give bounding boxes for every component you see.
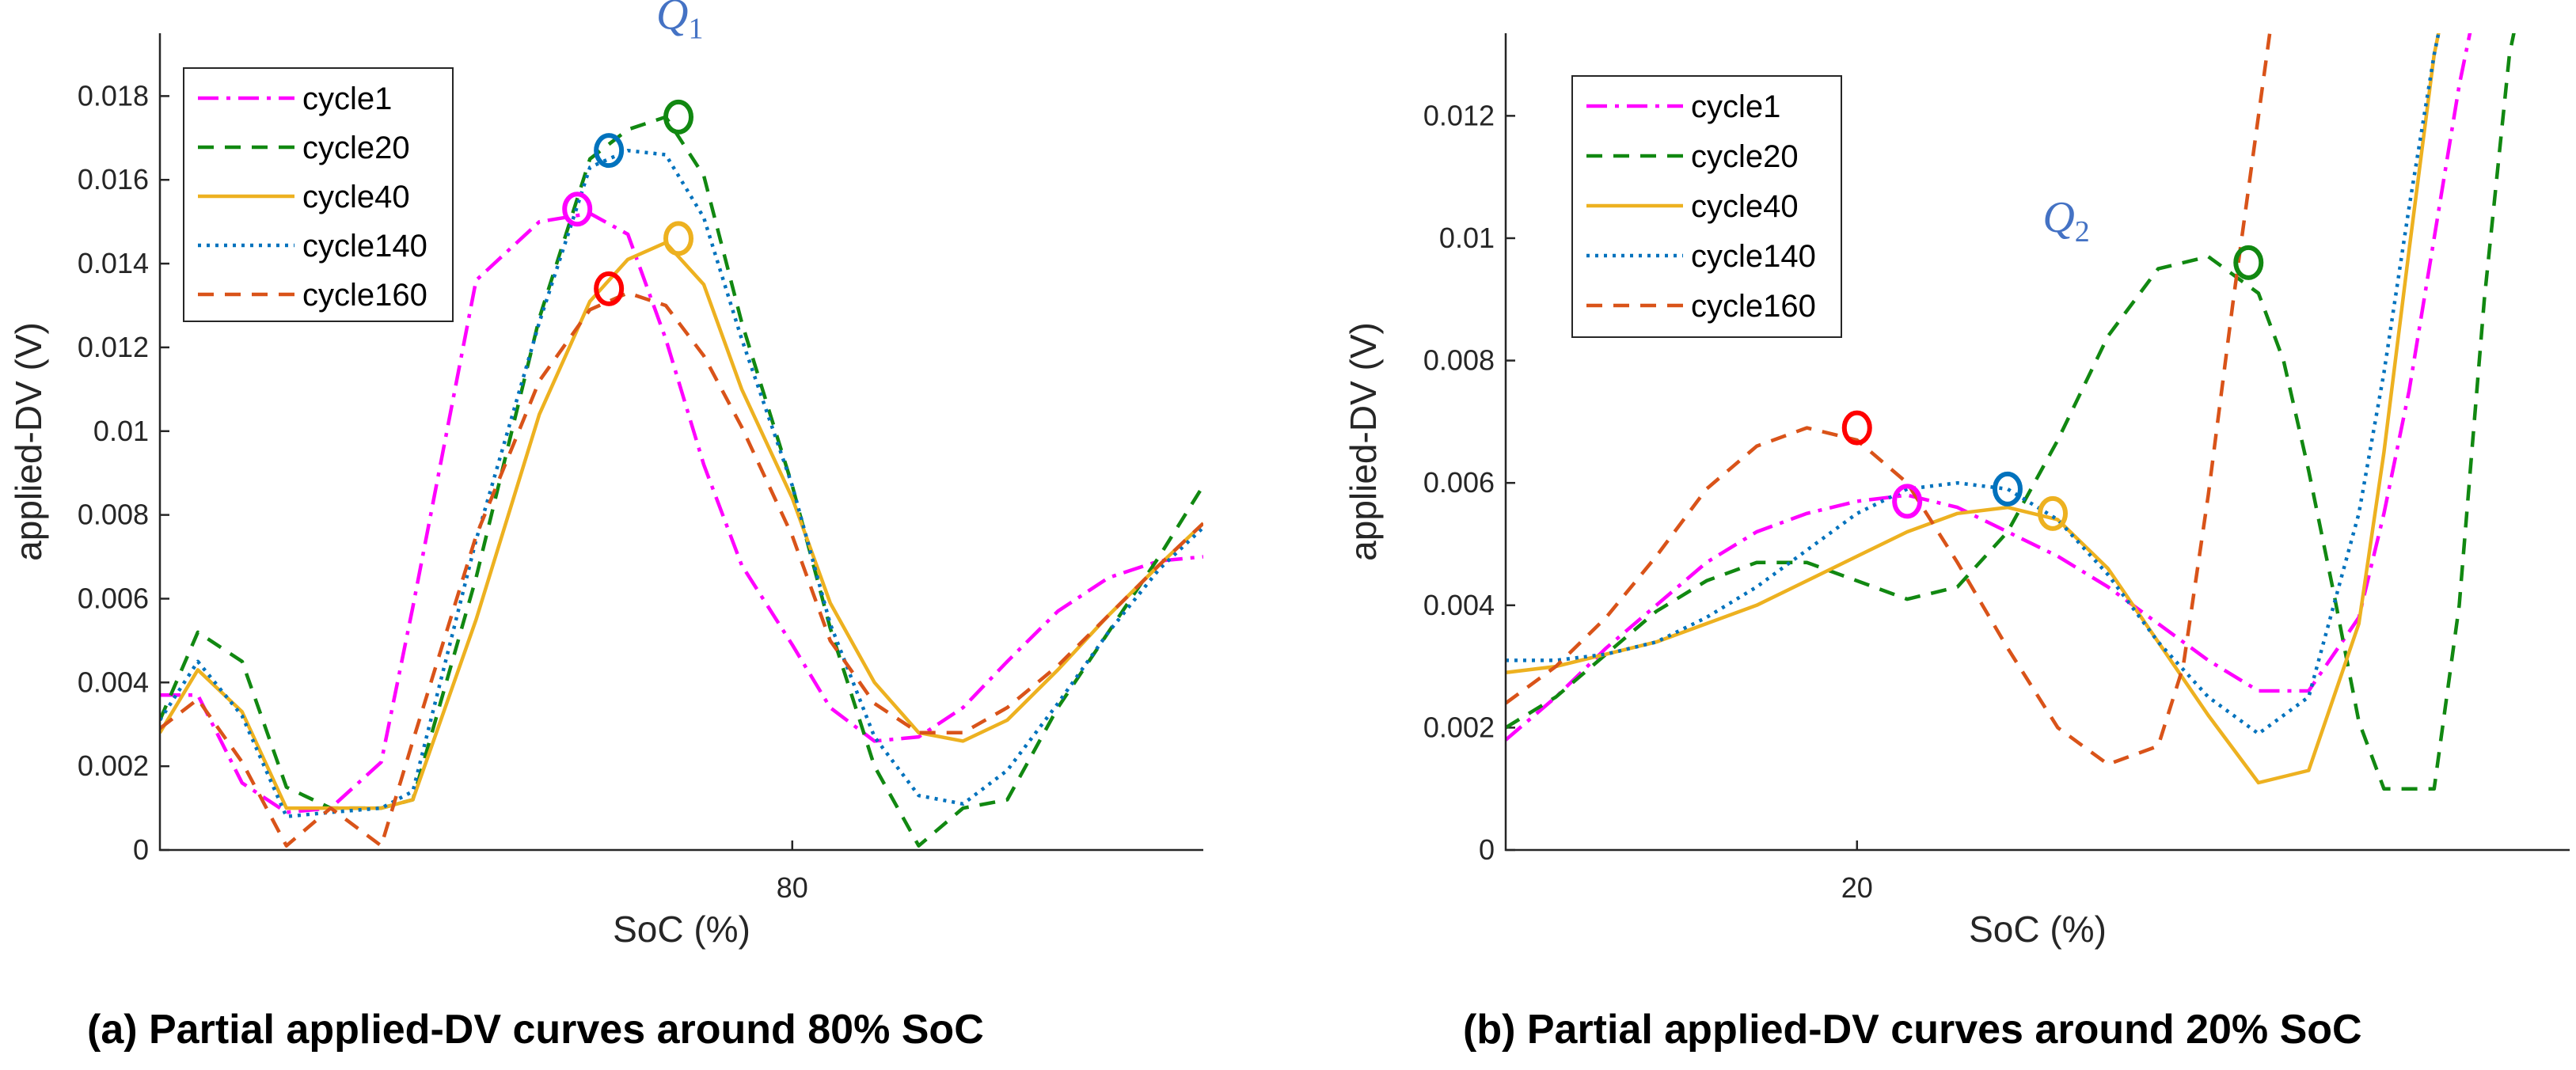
- panel-a-peak-marker-cycle1: [562, 192, 593, 227]
- panel-b-y-axis-label: applied-DV (V): [1343, 322, 1384, 561]
- panel-b-x-axis-label: SoC (%): [1969, 909, 2107, 950]
- panel-a-legend-label-cycle160: cycle160: [302, 278, 427, 313]
- panel-b-peak-label: Q2: [2042, 193, 2089, 249]
- panel-b-y-tick-label: 0.006: [1423, 466, 1495, 499]
- panel-b-series-cycle1: [1506, 33, 2472, 742]
- panel-a-legend-label-cycle40: cycle40: [302, 180, 410, 214]
- panel-a-peak-marker-cycle140: [594, 133, 625, 169]
- panel-a-y-axis-label: applied-DV (V): [8, 322, 49, 561]
- panel-b-series-cycle20: [1506, 33, 2516, 791]
- panel-a-legend-label-cycle1: cycle1: [302, 82, 392, 116]
- panel-b-peak-label-main: Q: [2042, 193, 2074, 242]
- panel-a-y-tick-label: 0.004: [78, 666, 149, 698]
- panel-a-y-tick-label: 0: [133, 833, 149, 866]
- panel-b-legend-label-cycle1: cycle1: [1691, 89, 1780, 124]
- panel-a-y-tick-label: 0.008: [78, 499, 149, 531]
- panel-b-caption: (b) Partial applied-DV curves around 20%…: [1463, 1007, 2362, 1053]
- panel-b-peak-marker-cycle140: [1992, 471, 2023, 507]
- panel-a-y-tick-label: 0.014: [78, 247, 149, 279]
- panel-b-series-cycle160: [1506, 33, 2272, 767]
- panel-b-y-tick-label: 0.002: [1423, 711, 1495, 743]
- panel-b-axes: [1504, 33, 2570, 852]
- panel-b-legend-label-cycle140: cycle140: [1691, 239, 1816, 274]
- panel-b-legend-label-cycle20: cycle20: [1691, 139, 1799, 174]
- panel-a-peak-label-main: Q: [656, 0, 688, 40]
- panel-a-x-axis-label: SoC (%): [613, 909, 750, 950]
- panel-a-peak-marker-cycle160: [594, 271, 625, 306]
- panel-a-peak-label: Q1: [656, 0, 703, 46]
- panel-a-peak-label-sub: 1: [689, 13, 704, 46]
- panel-b-legend-label-cycle160: cycle160: [1691, 289, 1816, 324]
- panel-b-peak-marker-cycle40: [2038, 495, 2069, 531]
- panel-a-y-tick-label: 0.016: [78, 163, 149, 195]
- panel-b-peak-marker-cycle160: [1841, 410, 1872, 446]
- panel-a-peak-marker-cycle20: [663, 99, 694, 135]
- panel-b-legend: cycle1 cycle20 cycle40 cycle140 cycle160: [1571, 75, 1842, 338]
- panel-a-peak-marker-cycle40: [663, 221, 694, 256]
- panel-b-y-tick-label: 0.008: [1423, 344, 1495, 377]
- panel-a-x-tick-label: 80: [777, 871, 808, 904]
- panel-b-peak-marker-cycle20: [2233, 245, 2264, 280]
- panel-b-series-cycle40: [1506, 33, 2441, 785]
- panel-a-series-cycle160: [160, 290, 1203, 848]
- panel-a-axes: [158, 33, 1203, 852]
- panel-b-y-tick-label: 0.004: [1423, 589, 1495, 621]
- panel-b-y-tick-label: 0: [1479, 833, 1495, 866]
- panel-a-series-cycle40: [160, 241, 1203, 810]
- panel-b-peak-marker-cycle1: [1892, 484, 1923, 519]
- panel-a-y-tick-label: 0.018: [78, 79, 149, 112]
- panel-a-y-tick-label: 0.012: [78, 331, 149, 363]
- panel-a-legend: cycle1 cycle20 cycle40 cycle140 cycle160: [183, 67, 454, 322]
- panel-a-series-cycle140: [160, 148, 1203, 818]
- panel-b-peak-label-sub: 2: [2075, 215, 2090, 249]
- panel-a-caption: (a) Partial applied-DV curves around 80%…: [87, 1007, 984, 1053]
- panel-a-legend-label-cycle20: cycle20: [302, 131, 410, 165]
- panel-b-y-tick-label: 0.01: [1439, 222, 1495, 254]
- panel-a-y-tick-label: 0.006: [78, 582, 149, 614]
- panel-b-chart: 0 0.002 0.004 0.006 0.008 0.01 0.012 20 SoC (%)…: [1343, 33, 2570, 1053]
- panel-a-y-tick-label: 0.002: [78, 749, 149, 782]
- panel-b-y-tick-label: 0.012: [1423, 99, 1495, 131]
- panel-b-x-tick-label: 20: [1841, 871, 1873, 904]
- panel-a-chart: 0 0.002 0.004 0.006 0.008 0.01 0.012 0.014 0.016…: [8, 0, 1203, 1053]
- panel-a-y-tick-label: 0.01: [93, 415, 149, 447]
- panel-a-legend-label-cycle140: cycle140: [302, 229, 427, 264]
- panel-b-legend-label-cycle40: cycle40: [1691, 189, 1799, 224]
